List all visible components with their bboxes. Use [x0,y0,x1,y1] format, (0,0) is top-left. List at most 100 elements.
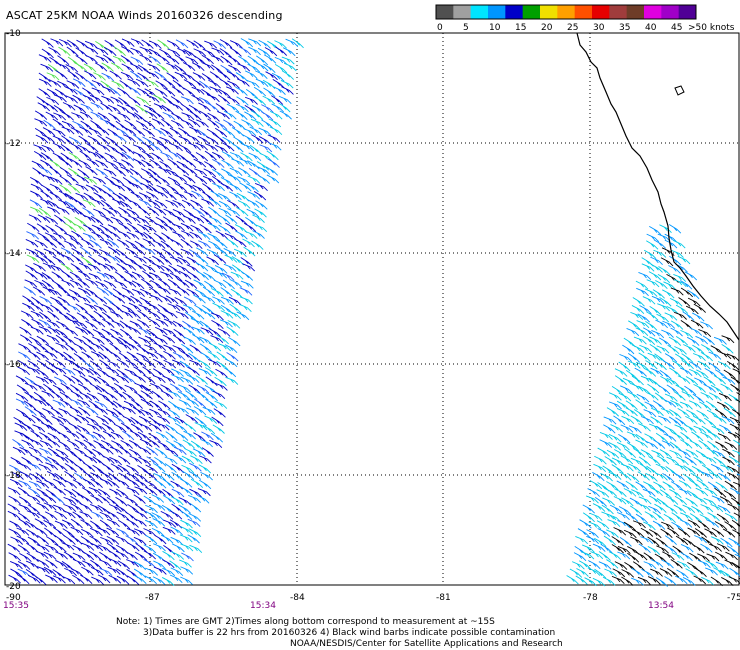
wind-barb [652,511,665,521]
wind-barb [636,320,650,329]
wind-barb [716,513,730,523]
wind-barb [202,183,215,193]
wind-barb [640,527,654,537]
wind-barb [238,55,251,66]
wind-barb [43,494,57,504]
wind-barb [664,535,677,546]
wind-barb [188,494,201,503]
wind-barb [633,336,647,345]
wind-barb [145,486,158,496]
wind-barb [712,450,726,459]
wind-barb [625,400,638,410]
wind-barb [120,440,133,449]
wind-barb [261,119,274,129]
wind-barb [76,312,90,322]
wind-barb [97,376,110,386]
wind-barb [85,288,98,298]
wind-barb [235,86,248,96]
wind-barb [194,289,208,298]
wind-barb [79,246,92,257]
wind-barb [703,497,717,506]
wind-barb [97,494,110,504]
wind-barb [202,175,216,185]
wind-barb [186,39,199,49]
wind-barb [585,495,599,504]
wind-barb [135,104,148,114]
wind-barb [601,504,614,515]
wind-barb [102,190,115,200]
wind-barb [251,240,264,250]
wind-barb [53,486,66,496]
wind-barb [184,279,198,289]
wind-barb [118,206,131,217]
wind-barb [135,543,148,553]
wind-barb [261,104,274,113]
wind-barb [224,254,238,263]
wind-barb [106,527,120,537]
wind-barb [43,119,56,130]
wind-barb [106,542,119,553]
wind-barb [220,296,234,305]
wind-barb [71,488,84,499]
wind-barb [210,432,224,443]
wind-barb [65,64,79,73]
wind-barb [52,384,66,394]
wind-barb [208,327,221,338]
wind-barb [634,367,647,377]
wind-barb [198,368,212,377]
wind-barb [162,248,175,258]
wind-barb [28,343,41,353]
wind-barb [635,280,649,290]
wind-barb [721,335,735,344]
wind-barb [724,521,737,531]
wind-barb [216,360,229,371]
wind-barb [193,40,206,50]
wind-barb [116,127,129,137]
wind-barb [173,440,186,450]
wind-barb [77,399,91,408]
wind-barb [100,446,114,455]
wind-barb [88,368,102,378]
wind-barb [262,95,276,105]
wind-barb [644,401,658,411]
wind-barb [666,456,680,466]
wind-barb [150,400,163,411]
wind-barb [155,318,169,327]
wind-barb [145,510,158,520]
wind-barb [733,512,740,518]
wind-barb [17,512,31,522]
wind-barb [108,574,122,584]
wind-barb [209,86,223,95]
wind-barb [212,424,225,434]
wind-barb [180,376,194,385]
wind-barb [251,110,264,120]
wind-barb [107,518,120,528]
wind-barb [606,449,620,459]
wind-barb [17,544,30,554]
wind-barb [99,511,113,521]
wind-barb [172,345,186,354]
wind-barb [587,567,601,576]
wind-barb [85,432,99,441]
wind-barb [653,249,667,258]
wind-barb [103,415,116,425]
wind-barb [152,358,166,368]
wind-barb [171,551,185,560]
wind-barb [84,302,98,311]
wind-barb [191,326,205,335]
wind-barb [159,255,172,265]
wind-barb [707,512,720,522]
wind-barb [55,350,68,360]
wind-barb [719,496,733,505]
wind-barb [720,537,733,548]
wind-barb [161,232,174,242]
wind-barb [102,423,115,433]
wind-barb [109,342,122,353]
wind-barb [107,246,121,256]
wind-barb [291,38,304,49]
wind-barb [223,110,237,120]
wind-barb [119,80,132,90]
wind-barb [61,270,74,281]
wind-barb [729,423,740,431]
